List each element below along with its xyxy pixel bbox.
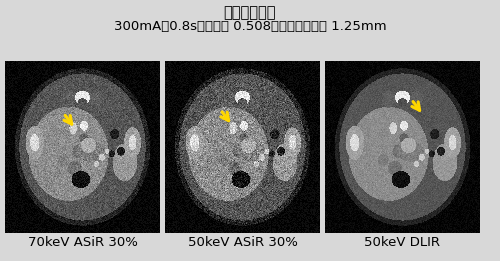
Text: 300mA，0.8s，ピッチ 0.508，　スライス厚 1.25mm: 300mA，0.8s，ピッチ 0.508， スライス厚 1.25mm: [114, 20, 386, 33]
Text: 十二指腸腫瘍: 十二指腸腫瘍: [224, 5, 276, 20]
Text: 50keV DLIR: 50keV DLIR: [364, 236, 440, 250]
Text: 50keV ASiR 30%: 50keV ASiR 30%: [188, 236, 298, 250]
Text: 70keV ASiR 30%: 70keV ASiR 30%: [28, 236, 138, 250]
